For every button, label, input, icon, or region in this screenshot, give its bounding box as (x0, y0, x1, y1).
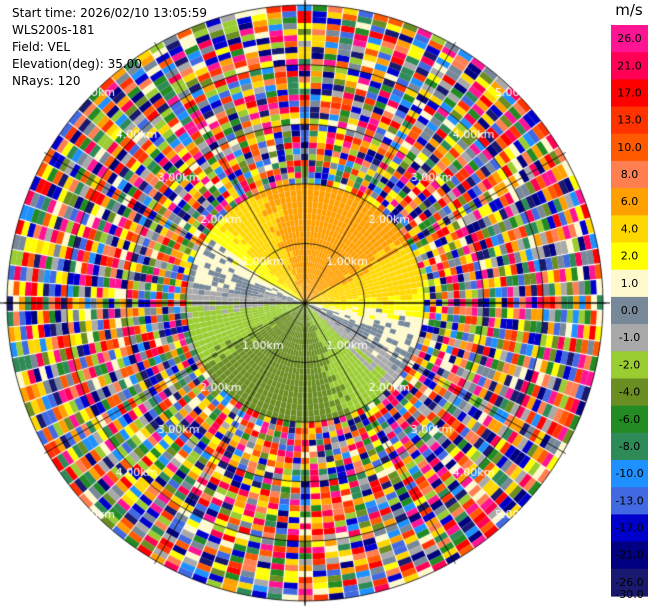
colorbar-tick-label: 2.0 (621, 250, 639, 263)
colorbar-swatch (611, 79, 648, 108)
colorbar-tick-label: -8.0 (619, 440, 640, 453)
colorbar-swatch (611, 487, 648, 516)
colorbar-swatch (611, 405, 648, 434)
colorbar-tick-label: 17.0 (617, 86, 642, 99)
colorbar-swatch (611, 351, 648, 380)
colorbar-swatch (611, 242, 648, 271)
colorbar-tick-label: -26.0 (615, 576, 643, 589)
colorbar-swatch (611, 52, 648, 80)
nrays-label: NRays: 120 (12, 74, 81, 88)
colorbar-swatch (611, 432, 648, 461)
field-label: Field: VEL (12, 40, 71, 54)
colorbar-swatch (611, 378, 648, 407)
colorbar-tick-label: -21.0 (615, 549, 643, 562)
colorbar-tick-labels: 26.0 21.0 17.0 13.0 10.0 8.0 6.0 4.0 2.0 1.0 0.0 -1… (615, 32, 643, 601)
colorbar-swatch (611, 160, 648, 189)
colorbar-swatch (611, 188, 648, 216)
colorbar-tick-label: 1.0 (621, 277, 639, 290)
colorbar-tick-label: -17.0 (615, 522, 643, 535)
colorbar-tick-label: -6.0 (619, 413, 640, 426)
colorbar-swatch (611, 133, 648, 162)
colorbar-swatch (611, 541, 648, 570)
colorbar-swatch (611, 568, 648, 597)
colorbar-tick-label: 13.0 (617, 114, 642, 127)
instrument-label: WLS200s-181 (12, 23, 95, 37)
colorbar-swatches (611, 25, 648, 597)
colorbar-tick-label: 8.0 (621, 168, 639, 181)
colorbar-swatch (611, 269, 648, 298)
colorbar-swatch (611, 25, 648, 53)
colorbar-tick-label: 4.0 (621, 222, 639, 235)
colorbar-tick-label: 0.0 (621, 304, 639, 317)
colorbar-swatch (611, 215, 648, 244)
colorbar-swatch (611, 106, 648, 135)
colorbar-tick-label: -13.0 (615, 494, 643, 507)
colorbar-unit: m/s (615, 1, 643, 19)
colorbar-tick-label: -30.0 (615, 588, 643, 601)
colorbar-tick-label: -1.0 (619, 331, 640, 344)
colorbar-tick-label: -2.0 (619, 358, 640, 371)
colorbar-tick-label: 10.0 (617, 141, 642, 154)
colorbar-swatch (611, 514, 648, 543)
colorbar-tick-label: 26.0 (617, 32, 642, 45)
colorbar-tick-label: -4.0 (619, 386, 640, 399)
colorbar-swatch (611, 324, 648, 352)
colorbar-tick-label: -10.0 (615, 467, 643, 480)
colorbar-swatch (611, 460, 648, 488)
colorbar-tick-label: 6.0 (621, 195, 639, 208)
colorbar-swatch (611, 296, 648, 325)
elevation-label: Elevation(deg): 35.00 (12, 57, 142, 71)
colorbar-tick-label: 21.0 (617, 59, 642, 72)
start-time-label: Start time: 2026/02/10 13:05:59 (12, 6, 207, 20)
